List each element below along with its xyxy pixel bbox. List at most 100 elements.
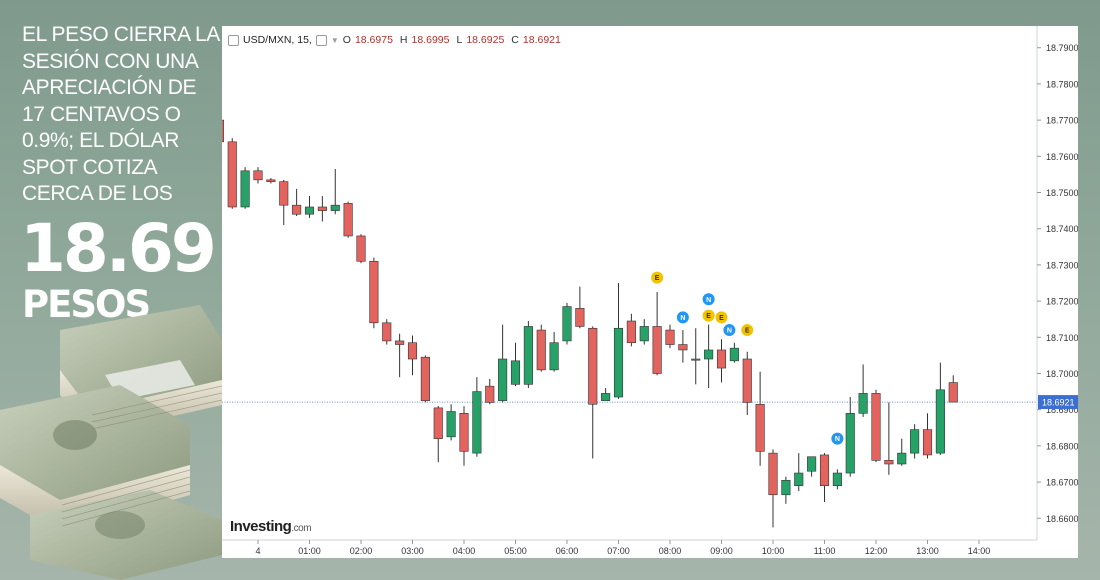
y-tick-label: 18.7800	[1046, 79, 1078, 89]
event-badge	[676, 311, 689, 324]
y-tick-label: 18.7300	[1046, 260, 1078, 270]
y-tick-label: 18.7000	[1046, 369, 1078, 379]
y-tick-label: 18.7100	[1046, 333, 1078, 343]
candle-body	[343, 203, 353, 237]
brand-text: Investing	[230, 518, 292, 535]
big-rate-value: 18.69	[20, 210, 217, 287]
candle-body	[433, 407, 443, 439]
candle-body	[266, 179, 276, 182]
chevron-down-icon[interactable]: ▼	[330, 35, 339, 45]
x-tick-label: 06:00	[556, 546, 579, 556]
candle-body	[498, 358, 508, 401]
candle-body	[678, 344, 688, 351]
candle-body	[884, 460, 894, 465]
x-tick-label: 07:00	[607, 546, 630, 556]
candle-body	[716, 349, 727, 369]
candle-body	[356, 235, 366, 262]
y-tick-label: 18.6800	[1046, 441, 1078, 451]
candle-body	[755, 403, 765, 452]
event-badge-label: N	[727, 328, 732, 335]
headline-line: CERCA DE LOS	[22, 182, 173, 205]
candle-body	[691, 358, 701, 361]
y-tick-label: 18.6900	[1046, 405, 1078, 415]
candle-body	[459, 413, 469, 452]
x-tick-label: 02:00	[350, 546, 373, 556]
candle-body	[407, 342, 418, 360]
headline-line: APRECIACIÓN DE	[22, 76, 197, 99]
chart-type-icon[interactable]	[228, 34, 239, 46]
candle-body	[910, 429, 920, 454]
candle-body	[395, 340, 405, 345]
event-badge	[702, 293, 715, 306]
last-price-tag	[1038, 395, 1078, 410]
y-tick-label: 18.7200	[1046, 297, 1078, 307]
y-tick-label: 18.7400	[1046, 224, 1078, 234]
candle-body	[536, 329, 546, 371]
candle-body	[922, 429, 933, 456]
event-badge	[723, 324, 736, 337]
candle-body	[240, 170, 250, 208]
candle-body	[652, 326, 662, 374]
headline-line: 17 CENTAVOS O	[22, 102, 181, 126]
candle-body	[613, 327, 624, 398]
event-badge-label: E	[745, 328, 750, 335]
candle-body	[742, 358, 752, 403]
event-badge-label: E	[719, 315, 724, 322]
x-tick-label: 04:00	[453, 546, 476, 556]
candle-body	[485, 385, 495, 403]
dollar-bills-illustration	[0, 305, 222, 580]
candle-body	[510, 360, 521, 385]
candle-body	[601, 393, 611, 401]
candle-body	[768, 452, 778, 496]
candle-body	[369, 260, 379, 324]
low-key: L	[456, 34, 463, 46]
last-price-label: 18.6921	[1042, 398, 1075, 408]
event-badge-label: E	[655, 275, 660, 282]
settings-icon[interactable]	[315, 34, 327, 46]
candle-body	[588, 327, 598, 405]
y-tick-label: 18.7900	[1046, 43, 1078, 53]
x-tick-label: 09:00	[710, 546, 733, 556]
y-tick-label: 18.6600	[1046, 514, 1078, 524]
event-badge-label: N	[680, 315, 685, 322]
candle-body	[317, 206, 327, 211]
close-key: C	[511, 34, 519, 46]
candle-body	[253, 170, 263, 181]
candle-body	[639, 326, 649, 342]
candle-body	[897, 452, 907, 465]
event-badge-label: N	[706, 297, 711, 304]
x-tick-label: 4	[255, 546, 260, 556]
candle-body	[304, 206, 315, 215]
candle-body	[330, 204, 340, 211]
headline: EL PESO CIERRA LA SESIÓN CON UNA APRECIA…	[22, 22, 222, 208]
candle-body	[858, 393, 868, 414]
x-tick-label: 11:00	[814, 546, 836, 556]
candle-body	[292, 204, 302, 215]
x-tick-label: 14:00	[968, 546, 991, 556]
headline-line: SPOT COTIZA	[22, 155, 158, 179]
event-badge-label: N	[835, 436, 840, 443]
event-badge	[741, 324, 754, 337]
y-tick-label: 18.7700	[1046, 116, 1078, 126]
candle-body	[845, 413, 855, 474]
x-tick-label: 01:00	[298, 546, 321, 556]
candle-body	[832, 472, 842, 487]
candle-body	[948, 382, 958, 403]
x-tick-label: 03:00	[401, 546, 424, 556]
candle-body	[575, 308, 585, 327]
headline-line: SESIÓN CON UNA	[22, 49, 199, 73]
candle-body	[704, 349, 714, 360]
symbol-label[interactable]: USD/MXN, 15,	[243, 34, 312, 46]
x-tick-label: 08:00	[659, 546, 682, 556]
event-badge	[651, 271, 664, 284]
event-badge	[831, 432, 844, 445]
low-value: 18.6925	[466, 34, 505, 46]
candle-body	[446, 411, 456, 438]
candle-body	[279, 181, 289, 206]
candle-body	[819, 454, 830, 487]
candle-body	[382, 322, 392, 342]
y-tick-label: 18.6700	[1046, 478, 1078, 488]
left-panel: EL PESO CIERRA LA SESIÓN CON UNA APRECIA…	[0, 0, 222, 580]
